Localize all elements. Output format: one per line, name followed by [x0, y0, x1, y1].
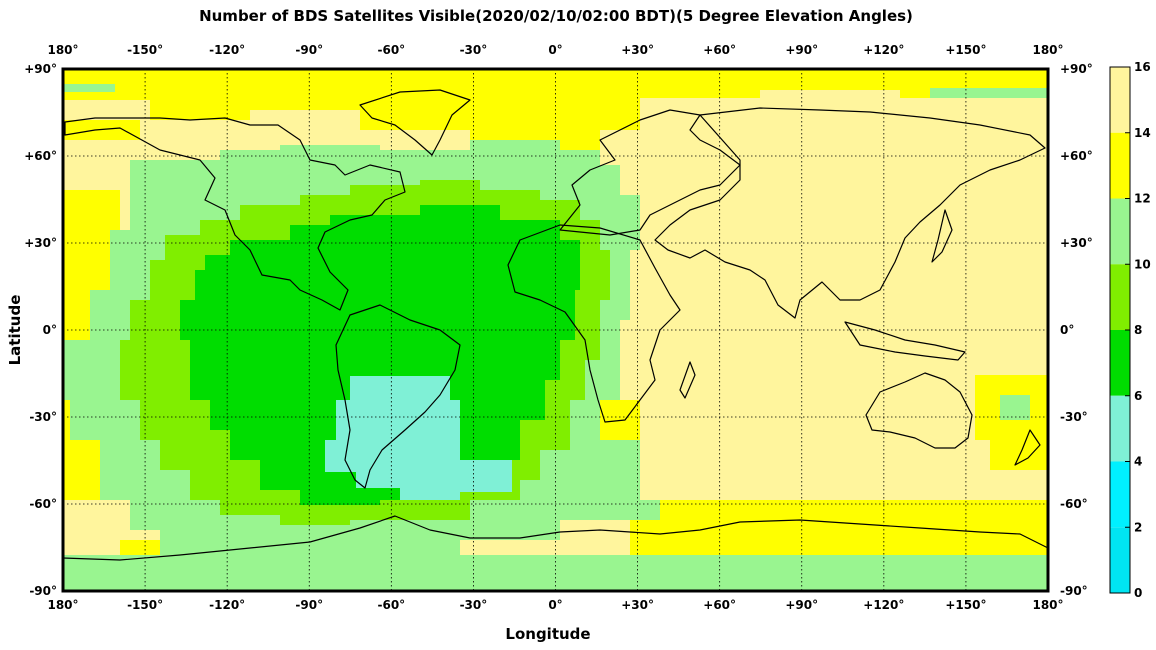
y-tick-label-right: -60°: [1060, 497, 1088, 511]
y-tick-label-left: +30°: [24, 236, 57, 250]
x-tick-label-top: +120°: [863, 43, 904, 57]
y-tick-label-left: +90°: [24, 62, 57, 76]
colorbar-tick-label: 14: [1134, 126, 1151, 140]
coast-japan: [931, 209, 953, 263]
x-tick-label-bottom: +60°: [703, 598, 736, 612]
colorbar-tick-label: 16: [1134, 60, 1151, 74]
y-tick-label-left: +60°: [24, 149, 57, 163]
colorbar-tick-label: 2: [1134, 520, 1142, 534]
y-axis-title: Latitude: [6, 295, 24, 366]
coastlines: [63, 89, 1048, 561]
coast-europe: [559, 109, 741, 236]
x-tick-label-bottom: +150°: [945, 598, 986, 612]
colorbar-tick-label: 10: [1134, 257, 1151, 271]
y-tick-label-right: +30°: [1060, 236, 1093, 250]
colorbar-segment: [1110, 198, 1130, 265]
y-ticks-right: +90° +60° +30° 0° -30° -60° -90°: [1060, 62, 1093, 598]
x-tick-label-top: -30°: [460, 43, 488, 57]
coast-indonesia: [844, 321, 966, 361]
x-ticks-bottom: 180° -150° -120° -90° -60° -30° 0° +30° +60° +90°…: [47, 598, 1063, 612]
y-tick-label-left: -30°: [29, 410, 57, 424]
colorbar-segment: [1110, 527, 1130, 593]
colorbar-tick-label: 8: [1134, 323, 1142, 337]
x-tick-label-top: 180°: [1032, 43, 1063, 57]
x-tick-label-top: +30°: [621, 43, 654, 57]
x-tick-label-bottom: -150°: [127, 598, 163, 612]
colorbar-tick-label: 4: [1134, 455, 1142, 469]
colorbar-segment: [1110, 132, 1130, 199]
x-tick-label-top: 0°: [548, 43, 562, 57]
colorbar-tick-label: 12: [1134, 192, 1151, 206]
x-tick-label-bottom: +90°: [785, 598, 818, 612]
x-axis-title: Longitude: [505, 625, 590, 643]
x-tick-label-top: +90°: [785, 43, 818, 57]
x-tick-label-bottom: -60°: [377, 598, 405, 612]
coast-africa: [507, 224, 681, 423]
colorbar-segment: [1110, 264, 1130, 330]
y-tick-label-right: +90°: [1060, 62, 1093, 76]
region-level-12-14: [63, 69, 1048, 575]
y-tick-label-left: -60°: [29, 497, 57, 511]
coast-madagascar: [679, 361, 696, 399]
colorbar-segment: [1110, 461, 1130, 528]
x-tick-label-top: -90°: [295, 43, 323, 57]
x-tick-label-bottom: 0°: [548, 598, 562, 612]
coast-north-america: [64, 117, 406, 311]
map-plot-area: [61, 67, 1050, 593]
y-tick-label-right: -30°: [1060, 410, 1088, 424]
x-tick-label-bottom: -90°: [295, 598, 323, 612]
y-tick-label-right: 0°: [1060, 323, 1074, 337]
colorbar-segment: [1110, 330, 1130, 396]
x-tick-label-top: -150°: [127, 43, 163, 57]
y-tick-label-left: -90°: [29, 584, 57, 598]
coast-asia: [654, 107, 1046, 319]
coast-australia: [865, 372, 973, 449]
x-tick-label-bottom: +120°: [863, 598, 904, 612]
x-tick-label-bottom: 180°: [1032, 598, 1063, 612]
colorbar-segment: [1110, 67, 1130, 133]
map-frame: [61, 67, 1050, 593]
coast-greenland: [359, 89, 471, 156]
x-tick-label-top: -120°: [209, 43, 245, 57]
y-tick-label-left: 0°: [43, 323, 57, 337]
colorbar-tick-label: 6: [1134, 389, 1142, 403]
y-ticks-left: +90° +60° +30° 0° -30° -60° -90°: [24, 62, 57, 598]
y-tick-label-right: +60°: [1060, 149, 1093, 163]
coast-antarctica: [63, 515, 1048, 561]
x-tick-label-bottom: +30°: [621, 598, 654, 612]
colorbar-tick-label: 0: [1134, 586, 1142, 600]
coast-new-zealand: [1014, 429, 1041, 466]
region-level-4-6: [325, 376, 512, 500]
x-ticks-top: 180° -150° -120° -90° -60° -30° 0° +30° +60° +90°…: [47, 43, 1063, 57]
x-tick-label-bottom: -30°: [460, 598, 488, 612]
x-tick-label-top: +150°: [945, 43, 986, 57]
x-tick-label-bottom: 180°: [47, 598, 78, 612]
chart-title: Number of BDS Satellites Visible(2020/02…: [199, 7, 913, 25]
y-tick-label-right: -90°: [1060, 584, 1088, 598]
lat-lon-grid: [63, 69, 1048, 591]
colorbar: 16 14 12 10 8 6 4 2 0: [1109, 60, 1151, 600]
x-tick-label-top: 180°: [47, 43, 78, 57]
x-tick-label-top: -60°: [377, 43, 405, 57]
region-level-6-8: [180, 205, 580, 505]
x-tick-label-bottom: -120°: [209, 598, 245, 612]
x-tick-label-top: +60°: [703, 43, 736, 57]
colorbar-segment: [1110, 395, 1130, 462]
